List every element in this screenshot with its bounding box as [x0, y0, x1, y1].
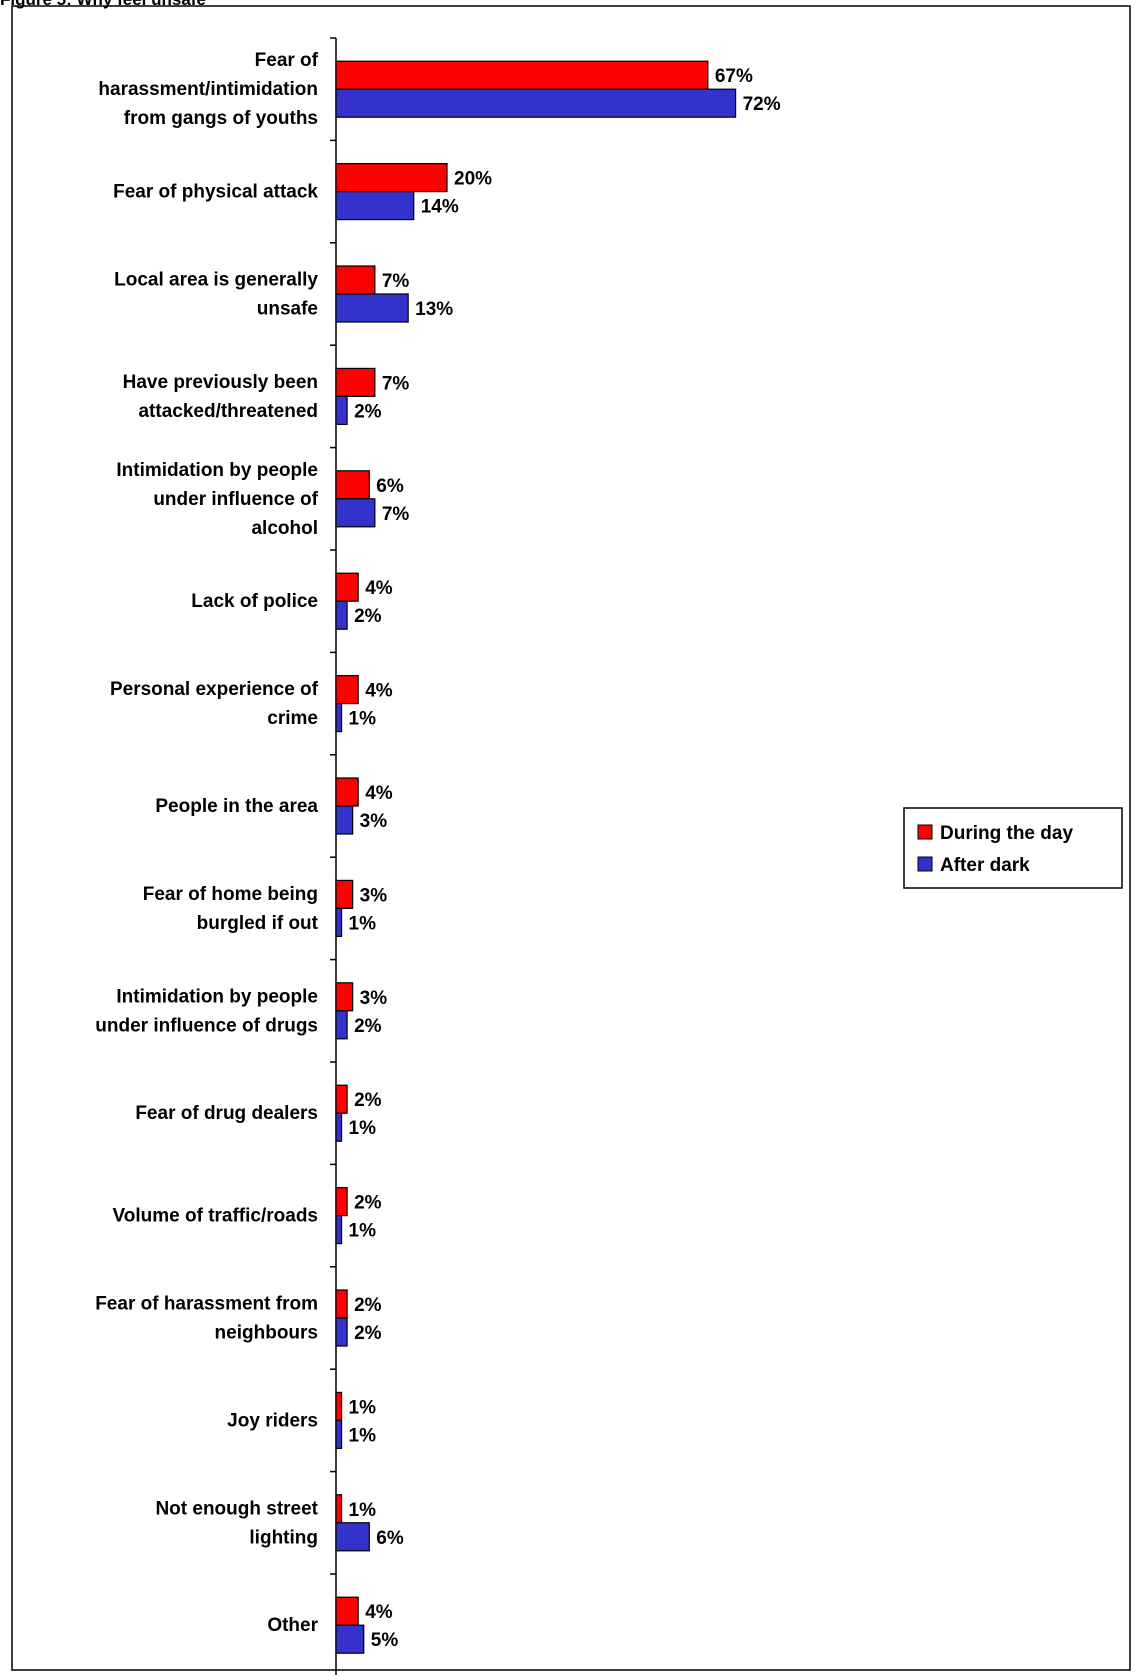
data-label: 7%	[382, 373, 410, 394]
category-label: Fear of harassment/intimidation from gangs…	[98, 50, 318, 129]
category-label: Fear of harassment from neighbours	[95, 1294, 318, 1344]
bar-day	[335, 1289, 348, 1319]
bar-day	[335, 674, 359, 705]
category-label: Fear of physical attack	[113, 182, 318, 203]
bar-dark	[335, 1624, 365, 1654]
data-label: 2%	[354, 1090, 382, 1111]
data-label: 2%	[354, 1016, 382, 1037]
legend-label: During the day	[940, 823, 1073, 844]
data-label: 14%	[421, 197, 459, 218]
bar-day	[335, 572, 359, 602]
bar-day	[335, 163, 448, 193]
data-label: 4%	[365, 1602, 393, 1623]
bar-dark	[335, 191, 415, 221]
bar-day	[335, 982, 354, 1012]
category-label: Intimidation by people under influence of…	[116, 460, 318, 539]
category-label: Joy riders	[227, 1410, 318, 1431]
chart-title: Figure 5: Why feel unsafe	[0, 0, 206, 10]
bar-dark	[335, 1112, 343, 1142]
bar-dark	[335, 702, 343, 733]
bar-dark	[335, 1214, 343, 1245]
data-label: 4%	[365, 681, 393, 702]
category-label: People in the area	[155, 796, 318, 817]
bar-dark	[335, 1419, 343, 1450]
data-label: 72%	[743, 94, 781, 115]
bar-dark	[335, 293, 409, 323]
data-label: 1%	[349, 1425, 377, 1446]
bar-dark	[335, 498, 376, 528]
data-label: 1%	[349, 913, 377, 934]
bar-day	[335, 60, 709, 90]
legend: During the day After dark	[903, 807, 1123, 889]
data-label: 67%	[715, 66, 753, 87]
data-label: 7%	[382, 271, 410, 292]
category-label: Have previously been attacked/threatened	[123, 372, 318, 422]
data-label: 1%	[349, 709, 377, 730]
value-labels: 67%72%20%14%7%13%7%2%6%7%4%2%4%1%4%3%3%1…	[349, 66, 781, 1651]
bar-day	[335, 1494, 343, 1524]
category-labels: Fear of harassment/intimidation from gangs…	[95, 50, 318, 1636]
category-label: Fear of drug dealers	[135, 1103, 318, 1124]
data-label: 7%	[382, 504, 410, 525]
data-label: 1%	[349, 1397, 377, 1418]
data-label: 4%	[365, 578, 393, 599]
category-label: Not enough street lighting	[155, 1498, 318, 1548]
data-label: 3%	[360, 988, 388, 1009]
bar-dark	[335, 600, 348, 630]
plot-frame	[11, 5, 1131, 1671]
bar-day	[335, 265, 376, 295]
bar-day	[335, 367, 376, 397]
bar-day	[335, 1186, 348, 1217]
bar-day	[335, 470, 370, 500]
bar-day	[335, 1084, 348, 1114]
legend-swatch	[917, 824, 933, 840]
data-label: 13%	[415, 299, 453, 320]
bars-group	[335, 60, 737, 1654]
bar-dark	[335, 907, 343, 938]
bar-day	[335, 777, 359, 807]
data-label: 20%	[454, 169, 492, 190]
bar-day	[335, 879, 354, 910]
data-label: 3%	[360, 885, 388, 906]
data-label: 3%	[360, 811, 388, 832]
category-label: Lack of police	[191, 591, 318, 612]
bar-dark	[335, 1010, 348, 1040]
data-label: 6%	[376, 1528, 404, 1549]
data-label: 5%	[371, 1630, 399, 1651]
category-axis	[330, 37, 337, 1675]
legend-label: After dark	[940, 855, 1030, 876]
bar-day	[335, 1391, 343, 1422]
category-label: Other	[267, 1615, 318, 1636]
data-label: 2%	[354, 1295, 382, 1316]
category-label: Fear of home being burgled if out	[143, 884, 319, 934]
legend-box	[903, 807, 1123, 889]
bar-dark	[335, 805, 354, 835]
category-label: Personal experience of crime	[110, 679, 319, 729]
data-label: 2%	[354, 401, 382, 422]
data-label: 6%	[376, 476, 404, 497]
data-label: 1%	[349, 1118, 377, 1139]
data-label: 1%	[349, 1221, 377, 1242]
data-label: 1%	[349, 1500, 377, 1521]
category-label: Intimidation by people under influence of…	[95, 986, 318, 1036]
bar-dark	[335, 395, 348, 425]
bar-dark	[335, 1317, 348, 1347]
data-label: 2%	[354, 606, 382, 627]
legend-swatch	[917, 856, 933, 872]
bar-dark	[335, 1522, 370, 1552]
bar-dark	[335, 88, 737, 118]
bar-day	[335, 1596, 359, 1626]
data-label: 2%	[354, 1193, 382, 1214]
category-label: Local area is generally unsafe	[114, 270, 318, 320]
category-label: Volume of traffic/roads	[112, 1206, 318, 1227]
data-label: 4%	[365, 783, 393, 804]
data-label: 2%	[354, 1323, 382, 1344]
